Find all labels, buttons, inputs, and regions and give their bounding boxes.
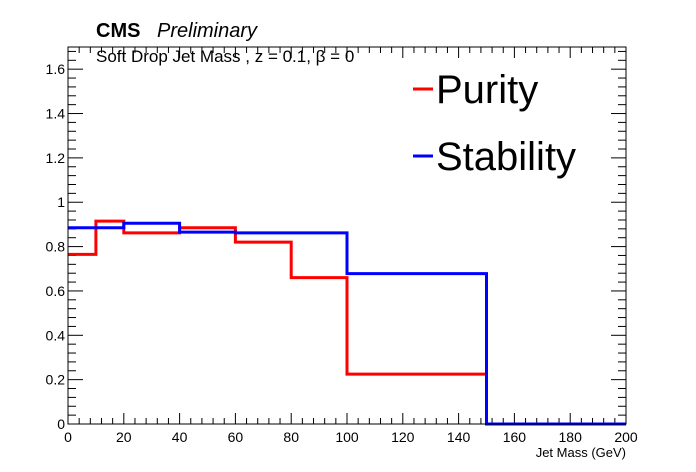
x-tick-label: 200 [614, 429, 638, 445]
x-axis-title: Jet Mass (GeV) [536, 445, 626, 460]
status-label: Preliminary [157, 20, 258, 42]
x-tick-label: 20 [116, 429, 132, 445]
x-tick-label: 160 [503, 429, 527, 445]
series-lines [68, 219, 626, 426]
chart-subtitle: Soft Drop Jet Mass , z = 0.1, β = 0 [96, 47, 354, 66]
y-tick-label: 1.2 [46, 150, 66, 166]
y-tick-label: 1 [57, 194, 65, 210]
legend-label-stability: Stability [436, 135, 576, 179]
x-tick-label: 0 [64, 429, 72, 445]
y-tick-label: 1.6 [46, 61, 66, 77]
y-tick-label: 0.8 [46, 239, 66, 255]
x-tick-label: 40 [172, 429, 188, 445]
plot-frame [67, 46, 627, 425]
y-tick-label: 0.6 [46, 283, 66, 299]
tick-labels: 0 20 40 60 80 100 120 140 160 180 200 0 0.2 0.4 0.6 0.8… [46, 61, 638, 445]
x-tick-label: 60 [228, 429, 244, 445]
x-tick-label: 80 [283, 429, 299, 445]
x-tick-label: 120 [391, 429, 415, 445]
legend-label-purity: Purity [436, 68, 538, 112]
y-tick-label: 0.4 [46, 327, 66, 343]
x-tick-label: 100 [335, 429, 359, 445]
experiment-label: CMS [96, 20, 140, 42]
y-tick-label: 1.4 [46, 106, 66, 122]
y-tick-label: 0.2 [46, 372, 66, 388]
series-purity-line [68, 219, 626, 426]
y-tick-label: 0 [57, 416, 65, 432]
x-tick-label: 140 [447, 429, 471, 445]
x-tick-label: 180 [559, 429, 583, 445]
legend: Purity Stability [413, 68, 576, 179]
series-stability-line [68, 221, 626, 426]
